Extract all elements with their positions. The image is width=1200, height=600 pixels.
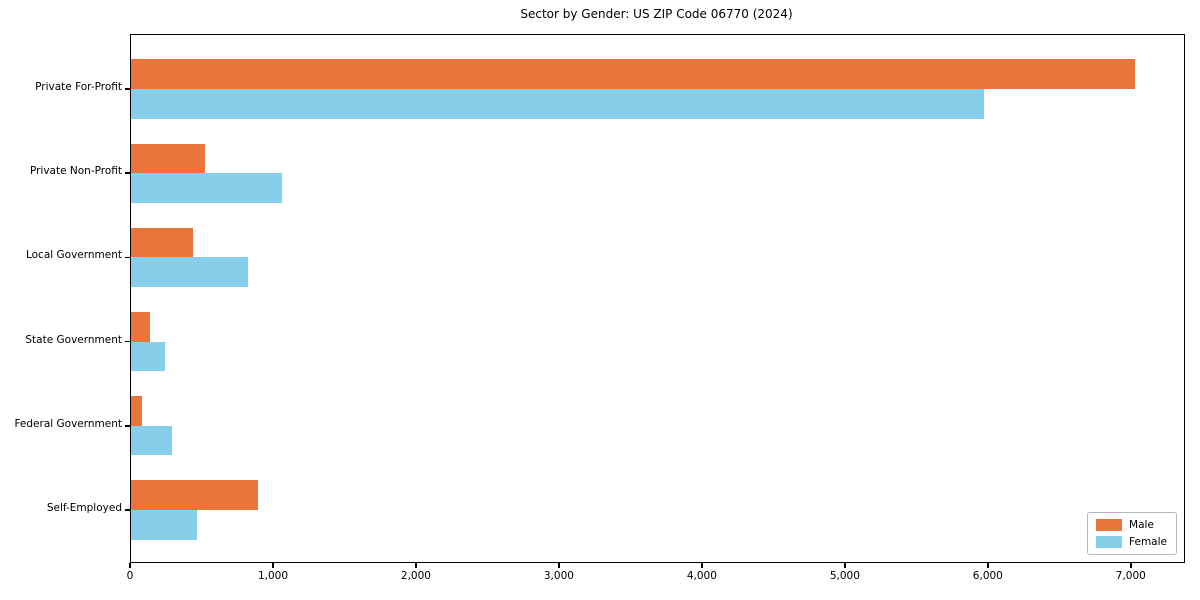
legend-swatch-male bbox=[1096, 519, 1123, 531]
y-tick bbox=[124, 425, 130, 427]
bar-male-private-non-profit bbox=[131, 143, 205, 174]
legend-label-male: Male bbox=[1129, 519, 1154, 531]
y-axis-label-federal-government: Federal Government bbox=[14, 417, 122, 430]
bar-female-state-government bbox=[131, 341, 165, 372]
bar-male-federal-government bbox=[131, 396, 143, 426]
y-axis-label-private-non-profit: Private Non-Profit bbox=[29, 165, 122, 178]
bar-female-private-non-profit bbox=[131, 173, 282, 203]
y-axis-label-local-government: Local Government bbox=[25, 249, 122, 262]
x-tick bbox=[844, 562, 846, 568]
x-tick-label-4000: 4,000 bbox=[686, 570, 717, 582]
x-tick bbox=[129, 562, 131, 568]
x-tick bbox=[987, 562, 989, 568]
y-tick bbox=[124, 256, 130, 259]
y-tick bbox=[124, 340, 130, 343]
y-tick bbox=[124, 509, 130, 511]
x-tick bbox=[558, 562, 560, 568]
bar-male-self-employed bbox=[131, 480, 259, 510]
x-tick bbox=[1130, 562, 1132, 568]
y-tick bbox=[124, 172, 130, 174]
bar-female-self-employed bbox=[131, 510, 197, 540]
y-tick bbox=[124, 88, 130, 90]
y-axis-label-self-employed: Self-Employed bbox=[46, 502, 122, 514]
plot-area: Male Female bbox=[124, 34, 1185, 563]
bar-male-private-for-profit bbox=[131, 59, 1136, 89]
x-tick-label-6000: 6,000 bbox=[972, 570, 1003, 582]
x-tick-label-2000: 2,000 bbox=[400, 570, 431, 582]
x-tick bbox=[415, 562, 417, 568]
legend: Male Female bbox=[1087, 512, 1177, 555]
chart-title: Sector by Gender: US ZIP Code 06770 (202… bbox=[520, 7, 793, 21]
x-tick bbox=[272, 562, 274, 568]
x-tick-label-3000: 3,000 bbox=[543, 570, 574, 582]
bar-male-state-government bbox=[131, 312, 150, 342]
bar-female-federal-government bbox=[131, 425, 173, 456]
y-axis-label-private-for-profit: Private For-Profit bbox=[35, 81, 122, 93]
legend-label-female: Female bbox=[1129, 536, 1167, 548]
legend-item-female: Female bbox=[1096, 536, 1167, 548]
y-axis-label-state-government: State Government bbox=[25, 333, 122, 346]
x-tick-label-0: 0 bbox=[126, 570, 134, 582]
x-tick-label-7000: 7,000 bbox=[1115, 570, 1146, 582]
x-tick bbox=[701, 562, 703, 568]
legend-swatch-female bbox=[1096, 536, 1123, 548]
bar-male-local-government bbox=[131, 227, 194, 258]
bar-female-private-for-profit bbox=[131, 89, 984, 119]
bar-female-local-government bbox=[131, 257, 249, 287]
x-tick-label-5000: 5,000 bbox=[829, 570, 860, 582]
x-tick-label-1000: 1,000 bbox=[257, 570, 288, 582]
legend-item-male: Male bbox=[1096, 519, 1167, 531]
